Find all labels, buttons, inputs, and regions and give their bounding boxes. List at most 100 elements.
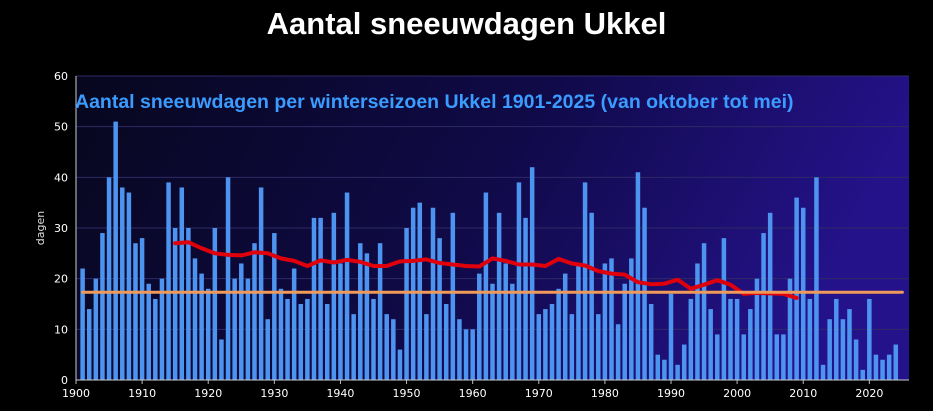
bars	[80, 121, 899, 380]
bar	[120, 187, 125, 380]
bar	[556, 288, 561, 380]
bar	[113, 121, 118, 380]
bar	[807, 298, 813, 380]
bar	[662, 359, 667, 380]
bar	[179, 187, 185, 380]
bar	[364, 253, 370, 380]
bar	[318, 217, 323, 380]
bar	[840, 319, 846, 380]
bar	[298, 304, 304, 380]
bar	[166, 182, 171, 380]
bar	[761, 233, 766, 380]
bar	[516, 182, 522, 380]
y-tick-label: 50	[54, 121, 68, 134]
bar	[324, 304, 330, 380]
page-title: Aantal sneeuwdagen Ukkel	[266, 6, 667, 41]
bar	[523, 217, 528, 380]
bar	[358, 243, 363, 380]
bar	[470, 329, 475, 380]
bar	[503, 263, 508, 380]
bar	[787, 278, 793, 380]
trend-lines	[81, 240, 904, 300]
bar	[734, 298, 740, 380]
x-tick-label: 1900	[62, 387, 90, 400]
bar	[272, 233, 277, 380]
bar	[642, 207, 647, 380]
bar	[291, 268, 297, 380]
bar	[615, 324, 621, 380]
bar	[199, 273, 204, 380]
axes: 0 10 20 30 40 50 60 1900 1910 1920 1930 1940 1950 196…	[54, 70, 909, 400]
x-tick-label: 2000	[723, 387, 751, 400]
bar	[648, 304, 654, 380]
bar	[569, 314, 575, 380]
bar	[536, 314, 542, 380]
y-tick-label: 10	[54, 323, 68, 336]
y-axis-label: dagen	[34, 211, 47, 245]
bar	[635, 172, 641, 380]
bar	[728, 298, 733, 380]
x-tick-label: 1980	[591, 387, 619, 400]
bar	[873, 354, 879, 380]
bar	[814, 177, 819, 380]
bar	[377, 243, 383, 380]
x-tick-label: 1990	[657, 387, 685, 400]
bar	[410, 207, 416, 380]
bar	[477, 273, 482, 380]
bar	[225, 177, 231, 380]
bar	[820, 364, 826, 380]
bar	[834, 298, 839, 380]
bar	[397, 349, 403, 380]
bar	[252, 243, 257, 380]
bar	[767, 212, 773, 380]
bar	[629, 258, 634, 380]
bar	[245, 278, 251, 380]
bar	[886, 354, 892, 380]
bar	[186, 228, 191, 380]
bar	[153, 298, 158, 380]
bar	[232, 278, 237, 380]
bar	[384, 314, 389, 380]
bar	[860, 369, 865, 380]
bar	[159, 278, 165, 380]
bar	[847, 309, 852, 380]
bar	[424, 314, 429, 380]
bar	[443, 304, 449, 380]
chart-subtitle: Aantal sneeuwdagen per winterseizoen Ukk…	[75, 91, 793, 113]
bar	[239, 263, 244, 380]
bar	[93, 278, 99, 380]
bar	[86, 309, 92, 380]
bar	[622, 283, 627, 380]
bar	[681, 344, 687, 380]
y-tick-label: 0	[61, 374, 68, 387]
y-tick-label: 60	[54, 70, 68, 83]
bar	[100, 233, 105, 380]
bar	[721, 238, 727, 380]
x-tick-label: 2010	[789, 387, 817, 400]
bar	[338, 263, 343, 380]
bar	[311, 217, 317, 380]
bar	[609, 258, 614, 380]
bar	[192, 258, 198, 380]
bar	[146, 283, 151, 380]
x-tick-label: 1920	[194, 387, 222, 400]
bar	[457, 319, 462, 380]
bar	[688, 298, 694, 380]
bar	[139, 238, 145, 380]
x-tick-label: 1960	[459, 387, 487, 400]
bar	[589, 212, 594, 380]
y-tick-label: 20	[54, 273, 68, 286]
bar	[219, 339, 224, 380]
bar	[774, 334, 780, 380]
bar	[265, 319, 270, 380]
bar	[450, 212, 456, 380]
bar	[278, 288, 284, 380]
bar	[715, 334, 720, 380]
bar	[543, 309, 548, 380]
x-tick-label: 1910	[128, 387, 156, 400]
bar	[708, 309, 713, 380]
bar	[668, 293, 674, 380]
bar	[483, 192, 489, 380]
bar	[404, 228, 409, 380]
bar	[701, 243, 707, 380]
